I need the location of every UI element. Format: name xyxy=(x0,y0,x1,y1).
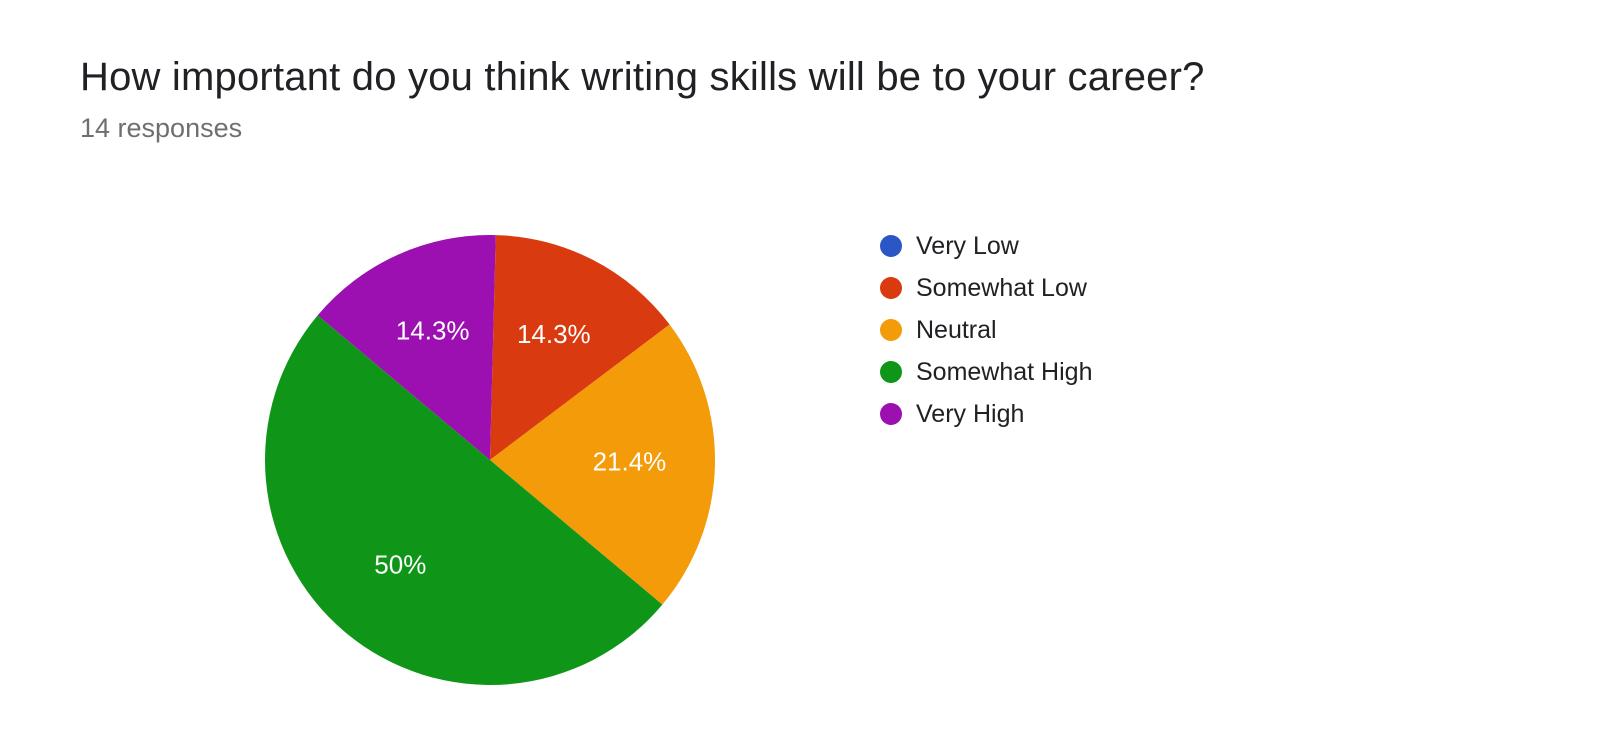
chart-container: How important do you think writing skill… xyxy=(0,0,1600,738)
legend-label: Somewhat High xyxy=(916,358,1092,387)
legend-dot-icon xyxy=(880,361,902,383)
legend-label: Neutral xyxy=(916,316,997,345)
legend-dot-icon xyxy=(880,277,902,299)
pie-slice-label-neutral: 21.4% xyxy=(593,446,667,476)
legend-item-somewhat_low[interactable]: Somewhat Low xyxy=(880,267,1092,309)
legend-label: Very Low xyxy=(916,232,1019,261)
legend-label: Somewhat Low xyxy=(916,274,1087,303)
pie-slice-label-somewhat_high: 50% xyxy=(374,550,426,580)
chart-legend: Very Low Somewhat Low Neutral Somewhat High… xyxy=(880,225,1092,435)
pie-slice-label-somewhat_low: 14.3% xyxy=(517,319,591,349)
legend-dot-icon xyxy=(880,235,902,257)
legend-item-neutral[interactable]: Neutral xyxy=(880,309,1092,351)
response-count: 14 responses xyxy=(80,113,242,144)
pie-slice-label-very_high: 14.3% xyxy=(396,316,470,346)
chart-title: How important do you think writing skill… xyxy=(80,55,1205,100)
pie-chart: 14.3% 14.3% 21.4% 50% xyxy=(260,230,720,690)
legend-dot-icon xyxy=(880,319,902,341)
legend-dot-icon xyxy=(880,403,902,425)
legend-item-very_low[interactable]: Very Low xyxy=(880,225,1092,267)
legend-item-somewhat_high[interactable]: Somewhat High xyxy=(880,351,1092,393)
legend-item-very_high[interactable]: Very High xyxy=(880,393,1092,435)
legend-label: Very High xyxy=(916,400,1024,429)
